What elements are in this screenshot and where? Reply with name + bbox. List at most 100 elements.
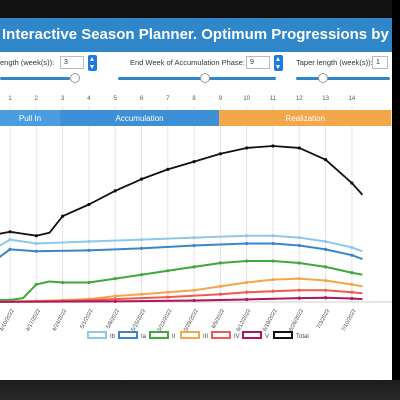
pull-in-length-slider[interactable] xyxy=(0,77,70,80)
week-tick-label: 3 xyxy=(61,96,65,102)
data-point-ii xyxy=(192,265,196,269)
data-point-iii xyxy=(218,284,222,288)
week-tick-label: 6 xyxy=(140,96,144,102)
phase-band-accumulation xyxy=(59,110,220,126)
data-point-ib xyxy=(245,234,249,238)
device-bezel-right xyxy=(392,0,400,400)
taper-length-slider-thumb[interactable] xyxy=(318,73,328,83)
pull-in-length-slider-thumb[interactable] xyxy=(70,73,80,83)
data-point-total xyxy=(218,152,222,156)
legend-label-iv: IV xyxy=(234,334,240,340)
legend-swatch-ii xyxy=(149,331,169,339)
data-point-ii xyxy=(139,273,144,277)
date-tick-label: 6/26/2022 xyxy=(288,308,305,332)
data-point-iv xyxy=(324,288,328,292)
data-point-ia xyxy=(297,243,301,248)
data-point-ib xyxy=(34,241,38,246)
date-tick-label: 4/24/2022 xyxy=(52,308,69,332)
data-point-ii xyxy=(271,259,275,263)
data-point-ii xyxy=(61,280,65,285)
date-tick-label: 5/15/2022 xyxy=(130,308,147,332)
data-point-ii xyxy=(297,261,301,265)
data-point-ib xyxy=(87,239,91,244)
date-tick-label: 5/8/2022 xyxy=(106,308,121,330)
date-tick-label: 6/12/2022 xyxy=(236,308,253,332)
week-tick-label: 2 xyxy=(35,96,39,102)
legend-swatch-total xyxy=(273,331,293,339)
data-point-ib xyxy=(324,239,328,244)
date-tick-label: 7/10/2022 xyxy=(341,308,358,332)
data-point-ii xyxy=(87,280,91,285)
data-point-ii xyxy=(350,271,354,275)
legend-swatch-v xyxy=(242,331,262,339)
data-point-iv xyxy=(297,288,301,292)
data-point-ia xyxy=(8,247,12,251)
data-point-total xyxy=(34,234,38,238)
data-point-ia xyxy=(245,241,249,246)
accumulation-end-slider[interactable] xyxy=(118,77,276,80)
accumulation-end-slider-thumb[interactable] xyxy=(200,73,210,83)
device-bezel-bottom xyxy=(0,380,400,400)
data-point-total xyxy=(350,181,354,185)
date-tick-label: 4/17/2022 xyxy=(25,308,42,332)
data-point-v xyxy=(192,298,196,303)
accumulation-end-input[interactable]: 9 xyxy=(246,56,270,69)
data-point-iii xyxy=(271,277,275,282)
data-point-ii xyxy=(245,259,249,263)
data-point-total xyxy=(192,160,196,164)
week-tick-label: 1 xyxy=(8,96,12,102)
pull-in-length-spinner[interactable] xyxy=(88,55,97,71)
week-tick-label: 14 xyxy=(349,96,356,102)
data-point-ii xyxy=(166,269,170,273)
data-point-ii xyxy=(218,261,222,265)
data-point-ia xyxy=(271,241,275,246)
week-tick-label: 8 xyxy=(192,96,196,102)
page-title: Interactive Season Planner. Optimum Prog… xyxy=(0,18,392,52)
data-point-iv xyxy=(166,295,170,299)
data-point-ib xyxy=(139,238,144,242)
data-point-iv xyxy=(218,292,222,296)
phase-band-realization xyxy=(219,110,392,126)
week-tick-label: 5 xyxy=(114,96,118,102)
series-line-v xyxy=(0,296,363,303)
data-point-ib xyxy=(350,245,354,249)
phase-label: Accumulation xyxy=(116,114,164,123)
legend-swatch-ib xyxy=(87,331,107,339)
data-point-ia xyxy=(350,253,354,257)
phase-band-pull-in xyxy=(0,110,60,126)
legend-label-ia: Ia xyxy=(141,334,147,340)
date-tick-label: 7/3/2022 xyxy=(316,308,331,330)
data-point-v xyxy=(350,296,354,301)
accumulation-end-label: End Week of Accumulation Phase: xyxy=(130,58,245,67)
date-tick-label: 5/22/2022 xyxy=(157,308,174,332)
phase-label: Realization xyxy=(285,114,325,123)
data-point-total xyxy=(139,177,144,181)
data-point-total xyxy=(271,144,275,148)
data-point-iv xyxy=(271,289,275,293)
taper-length-input[interactable]: 1 xyxy=(372,56,388,69)
series-line-iii xyxy=(0,277,363,303)
legend-label-total: Total xyxy=(296,334,309,340)
week-tick-label: 4 xyxy=(87,96,91,102)
pull-in-length-input[interactable]: 3 xyxy=(60,56,84,69)
data-point-total xyxy=(61,214,65,218)
data-point-iii xyxy=(113,294,117,298)
legend-swatch-iii xyxy=(180,331,200,339)
week-tick-label: 10 xyxy=(243,96,250,102)
series-line-ia xyxy=(0,242,363,261)
data-point-v xyxy=(113,299,117,304)
series-line-ii xyxy=(0,260,363,302)
phase-label: Pull In xyxy=(19,114,41,123)
date-tick-label: 6/5/2022 xyxy=(211,308,226,330)
legend-label-v: V xyxy=(265,334,269,340)
data-point-ia xyxy=(34,249,38,253)
data-point-iii xyxy=(324,278,328,283)
legend-label-ii: II xyxy=(172,334,176,340)
data-point-v xyxy=(245,297,249,302)
date-tick-label: 5/1/2022 xyxy=(79,308,94,330)
taper-length-label: Taper length (week(s)): xyxy=(296,58,373,67)
control-bar: ength (week(s)): 3 End Week of Accumulat… xyxy=(0,52,392,88)
taper-length-slider[interactable] xyxy=(296,77,390,80)
accumulation-end-spinner[interactable] xyxy=(274,55,283,71)
